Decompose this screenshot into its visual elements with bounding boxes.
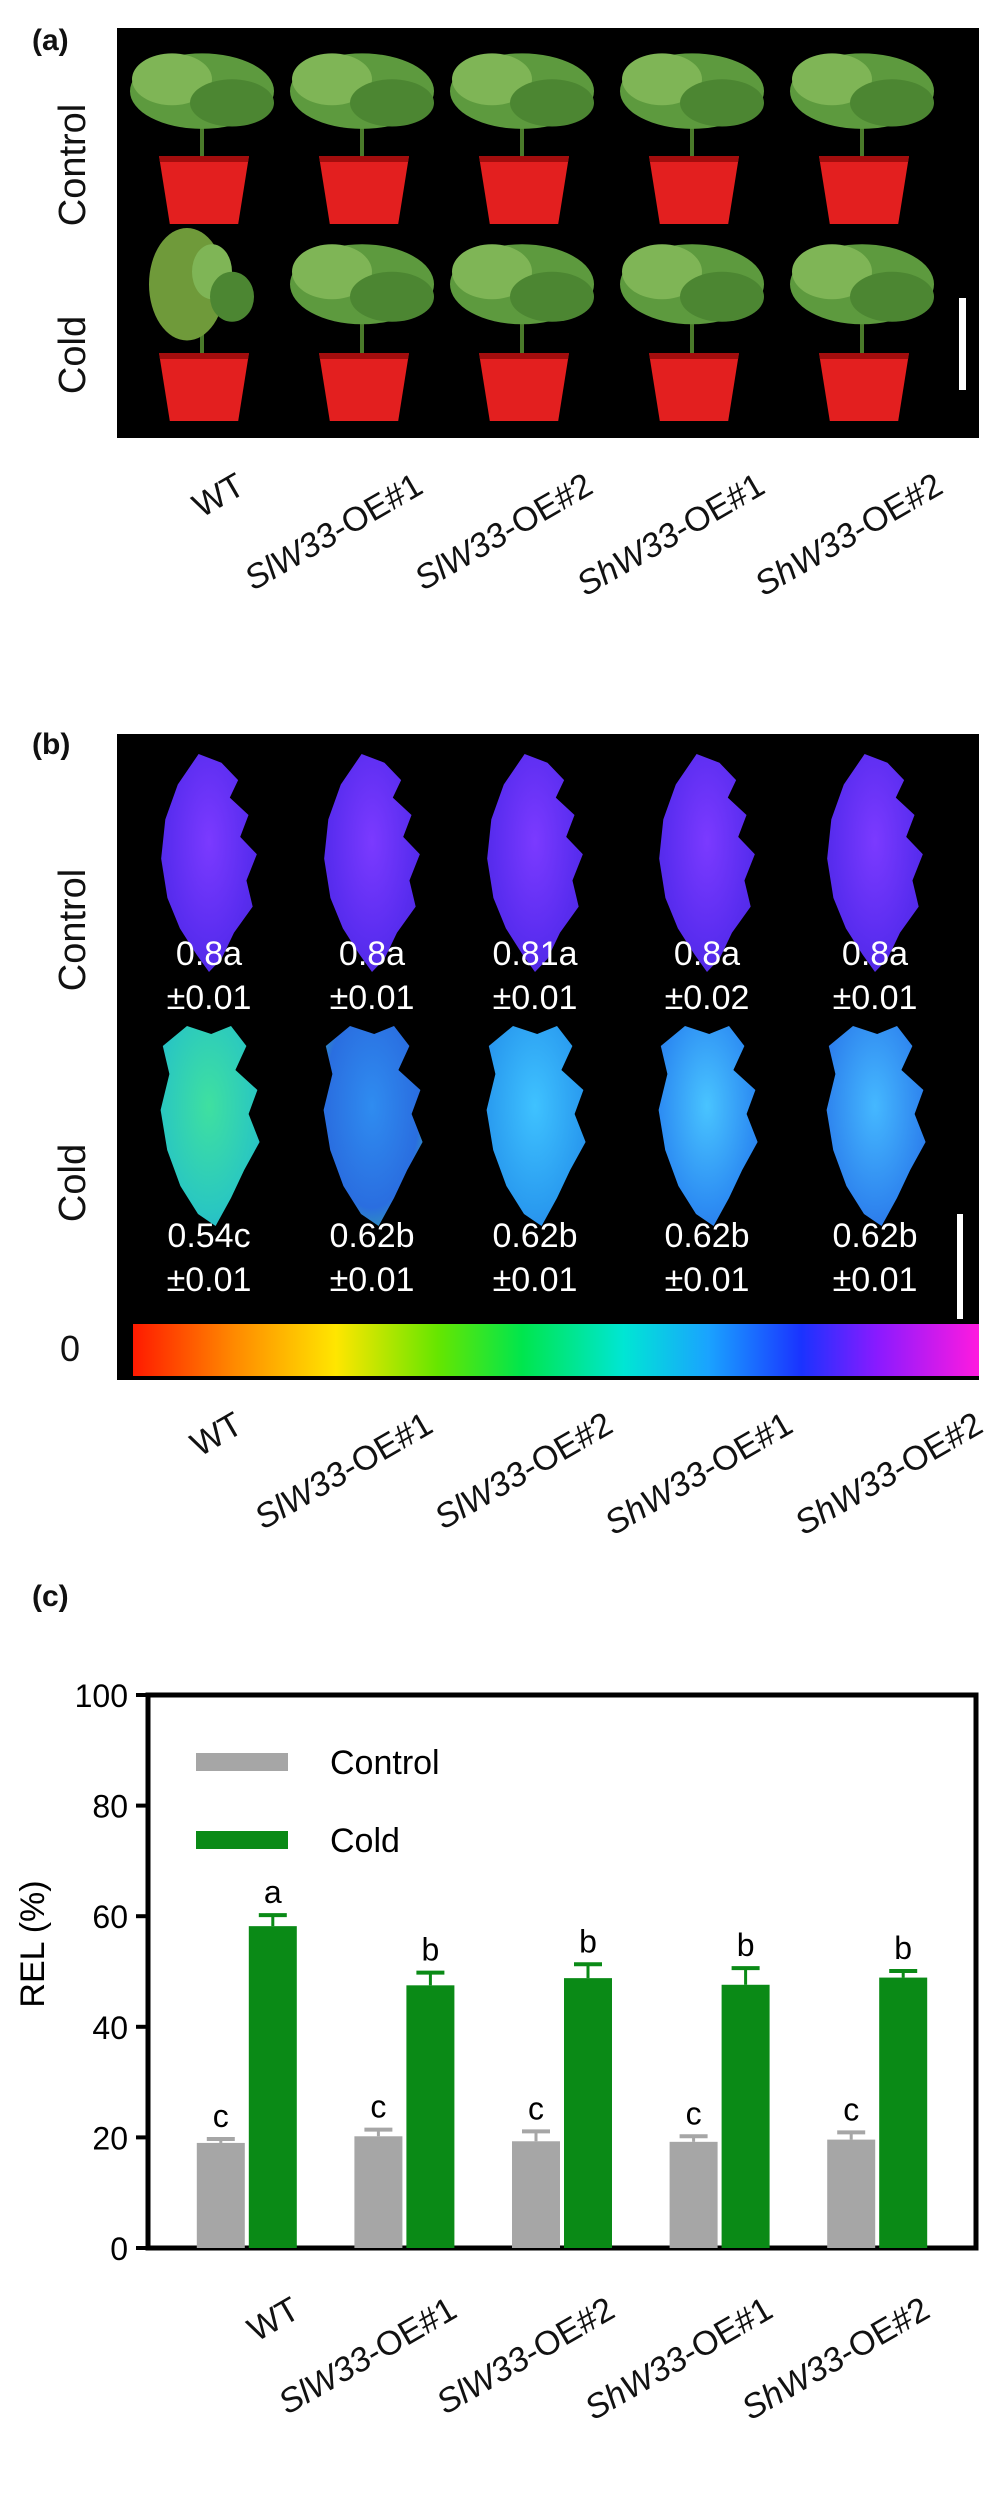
fvfm-mean: 0.54c <box>167 1217 251 1255</box>
control-fvfm-value: 0.8a ±0.01 <box>144 932 274 1020</box>
cold-plant <box>607 228 777 413</box>
significance-letter: b <box>579 1923 597 1959</box>
pot <box>159 156 249 224</box>
significance-letter: c <box>686 2095 702 2131</box>
legend-swatch <box>196 1831 288 1849</box>
panel-b-label: (b) <box>32 728 71 761</box>
cold-fvfm-value: 0.62b ±0.01 <box>470 1214 600 1302</box>
significance-letter: c <box>370 2089 386 2125</box>
pot <box>319 156 409 224</box>
pot <box>819 353 909 421</box>
scale-bar <box>959 298 966 390</box>
chart-axes: 0 20 40 60 80 100 <box>75 1678 979 2267</box>
pot <box>319 353 409 421</box>
legend-swatch <box>196 1753 288 1771</box>
y-tick-label: 100 <box>75 1678 128 1714</box>
pot <box>649 156 739 224</box>
fvfm-sd: ±0.01 <box>329 1261 415 1300</box>
cold-bar <box>406 1985 455 2248</box>
cold-plant <box>117 228 287 413</box>
cold-fvfm-value: 0.54c ±0.01 <box>144 1214 274 1302</box>
y-tick-label: 20 <box>92 2120 128 2156</box>
fvfm-sd: ±0.01 <box>329 979 415 1018</box>
significance-letter: c <box>843 2091 859 2127</box>
cold-bar <box>879 1977 928 2248</box>
significance-letter: b <box>737 1927 755 1963</box>
y-tick-label: 60 <box>92 1899 128 1935</box>
pot <box>649 353 739 421</box>
pot <box>819 156 909 224</box>
fvfm-sd: ±0.01 <box>492 979 578 1018</box>
color-scale-bar <box>133 1324 979 1376</box>
fvfm-mean: 0.81a <box>492 935 578 973</box>
y-tick-label: 40 <box>92 2010 128 2046</box>
fvfm-mean: 0.8a <box>175 935 243 973</box>
fvfm-mean: 0.8a <box>673 935 741 973</box>
panel-b-photo: 0.8a ±0.01 0.54c ±0.01 0.8a ±0.01 0.62b ±0.01 0.… <box>117 734 979 1380</box>
control-fvfm-value: 0.81a ±0.01 <box>470 932 600 1020</box>
panel-c-label: (c) <box>32 1580 69 1613</box>
fvfm-sd: ±0.01 <box>492 1261 578 1300</box>
cold-bar <box>564 1978 612 2248</box>
cold-plant <box>277 228 447 413</box>
fvfm-sd: ±0.02 <box>664 979 750 1018</box>
control-bar <box>354 2136 403 2248</box>
fvfm-mean: 0.8a <box>841 935 909 973</box>
control-plant <box>607 38 777 216</box>
plot-frame <box>145 1692 979 2251</box>
y-tick-label: 0 <box>110 2231 128 2267</box>
significance-letter: b <box>422 1932 440 1968</box>
control-plant <box>117 38 287 216</box>
fvfm-mean: 0.62b <box>329 1217 415 1255</box>
legend-label: Cold <box>330 1822 400 1860</box>
control-fvfm-value: 0.8a ±0.01 <box>307 932 437 1020</box>
significance-letter: c <box>213 2098 229 2134</box>
control-plant <box>777 38 947 216</box>
panel-a-label: (a) <box>32 24 69 57</box>
chart-legend: Control Cold <box>196 1744 440 1860</box>
chart-bars: c a c b c b c b c b <box>196 1874 928 2248</box>
panel-a-photo <box>117 28 979 438</box>
legend-label: Control <box>330 1744 440 1782</box>
fvfm-mean: 0.62b <box>664 1217 750 1255</box>
control-plant <box>437 38 607 216</box>
cold-plant <box>437 228 607 413</box>
cold-bar <box>248 1926 297 2248</box>
fvfm-mean: 0.62b <box>832 1217 918 1255</box>
fvfm-sd: ±0.01 <box>166 979 252 1018</box>
significance-letter: c <box>528 2090 544 2126</box>
color-scale-zero-label: 0 <box>60 1328 81 1369</box>
cold-bar <box>721 1984 770 2248</box>
fvfm-sd: ±0.01 <box>832 1261 918 1300</box>
control-fvfm-value: 0.8a ±0.02 <box>642 932 772 1020</box>
pot <box>159 353 249 421</box>
control-bar <box>669 2141 718 2248</box>
cold-fvfm-value: 0.62b ±0.01 <box>307 1214 437 1302</box>
control-bar <box>512 2141 560 2248</box>
control-bar <box>196 2142 245 2248</box>
significance-letter: b <box>894 1930 912 1966</box>
control-plant <box>277 38 447 216</box>
pot <box>479 156 569 224</box>
pot <box>479 353 569 421</box>
control-fvfm-value: 0.8a ±0.01 <box>810 932 940 1020</box>
cold-fvfm-value: 0.62b ±0.01 <box>642 1214 772 1302</box>
fvfm-sd: ±0.01 <box>166 1261 252 1300</box>
fvfm-sd: ±0.01 <box>832 979 918 1018</box>
fvfm-mean: 0.62b <box>492 1217 578 1255</box>
significance-letter: a <box>264 1874 282 1910</box>
y-axis-label: REL (%) <box>14 1880 52 2007</box>
control-bar <box>827 2139 876 2248</box>
fvfm-sd: ±0.01 <box>664 1261 750 1300</box>
fvfm-mean: 0.8a <box>338 935 406 973</box>
cold-fvfm-value: 0.62b ±0.01 <box>810 1214 940 1302</box>
y-tick-label: 80 <box>92 1789 128 1825</box>
scale-bar <box>957 1214 963 1319</box>
cold-plant <box>777 228 947 413</box>
